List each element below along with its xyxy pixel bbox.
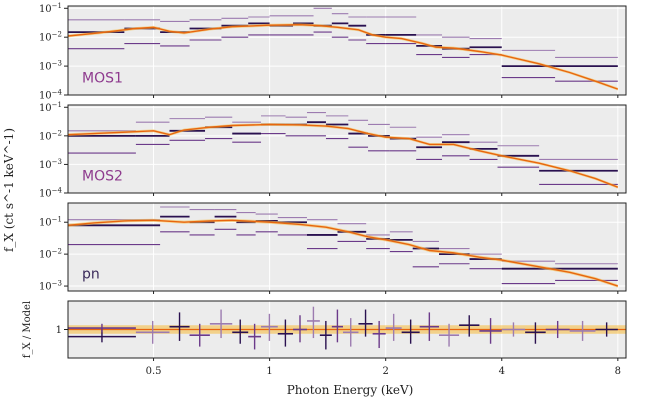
panel-label-mos2: MOS2: [82, 169, 123, 185]
x-tick-label: 8: [615, 366, 621, 377]
y-axis-title: f_X (ct s^-1 keV^-1): [2, 128, 16, 252]
x-axis: 0.5 1 2 4 8: [146, 366, 621, 377]
panels-group: MOS1 10−1 10−2 10−3 10−4 MOS2 10−1 10−2 10−3 10−4…: [22, 2, 627, 361]
x-tick-label: 0.5: [146, 366, 162, 377]
y-tick-label: 10−4: [39, 89, 63, 102]
panel-frame: [67, 202, 627, 292]
x-tick-label: 2: [382, 366, 388, 377]
y-axis-title-text: f_X (ct s^-1 keV^-1): [2, 128, 16, 252]
panel-plot-area: [68, 112, 619, 189]
ratio-ylabel: f_X / Model: [22, 301, 33, 358]
panel-label-mos1: MOS1: [82, 71, 123, 87]
x-tick-label: 1: [266, 366, 272, 377]
y-tick-label: 10−3: [39, 280, 62, 293]
model-uncertainty-band: [68, 123, 618, 189]
model-line: [68, 123, 619, 188]
panel-pn: pn 10−1 10−2 10−3: [39, 202, 627, 294]
panel-background: [68, 105, 626, 193]
y-tick-label: 1: [56, 325, 62, 336]
x-tick-label: 4: [499, 366, 505, 377]
y-tick-label: 10−3: [39, 60, 62, 73]
panel-label-pn: pn: [82, 267, 100, 283]
y-tick-label: 10−1: [39, 2, 62, 15]
panel-frame: [67, 5, 627, 96]
panel-background: [68, 203, 626, 291]
y-tick-label: 10−1: [39, 216, 62, 229]
panel-mos1: MOS1 10−1 10−2 10−3 10−4: [39, 2, 627, 102]
panel-plot-area: [68, 7, 619, 91]
panel-frame: [67, 104, 627, 194]
y-tick-label: 10−2: [39, 129, 62, 142]
y-tick-label: 10−1: [39, 101, 62, 114]
panel-plot-area: [68, 206, 619, 288]
y-tick-label: 10−4: [39, 187, 63, 200]
panel-mos2: MOS2 10−1 10−2 10−3 10−4: [39, 101, 627, 200]
x-axis-title: Photon Energy (keV): [287, 383, 414, 397]
model-line: [68, 24, 619, 90]
y-tick-label: 10−2: [39, 31, 62, 44]
y-tick-label: 10−2: [39, 248, 62, 261]
panel-ratio: f_X / Model 1: [22, 300, 627, 361]
ratio-ylabel-text: f_X / Model: [22, 301, 33, 358]
y-tick-label: 10−3: [39, 158, 62, 171]
panel-plot-area: [68, 306, 626, 350]
model-line: [68, 219, 619, 287]
